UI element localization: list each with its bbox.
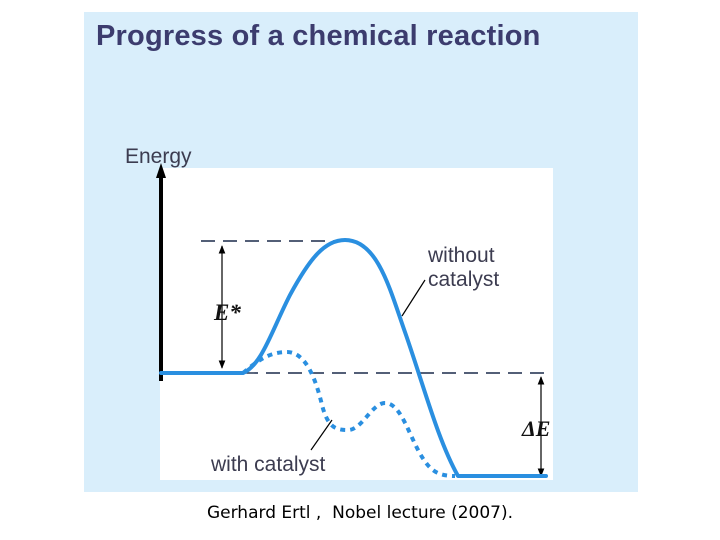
energy-axis-label: Energy: [125, 145, 192, 168]
activation-energy-label: E*: [213, 300, 241, 325]
plot-area: [160, 168, 553, 480]
reaction-energy-label: ΔE: [521, 416, 550, 441]
caption: Gerhard Ertl , Nobel lecture (2007).: [0, 503, 720, 523]
caption-author: Gerhard Ertl ,: [206, 503, 322, 523]
without-catalyst-label-line1: without: [427, 244, 495, 267]
without-catalyst-label-line2: catalyst: [428, 268, 499, 291]
energy-axis-arrow-icon: [156, 163, 166, 178]
with-catalyst-label: with catalyst: [210, 453, 326, 476]
without-catalyst-pointer: [401, 279, 426, 317]
curve-without-catalyst: [159, 238, 548, 478]
caption-spacer: [321, 503, 332, 523]
slide-title: Progress of a chemical reaction: [96, 20, 541, 52]
with-catalyst-pointer: [310, 419, 333, 451]
caption-source: Nobel lecture (2007).: [332, 503, 513, 523]
